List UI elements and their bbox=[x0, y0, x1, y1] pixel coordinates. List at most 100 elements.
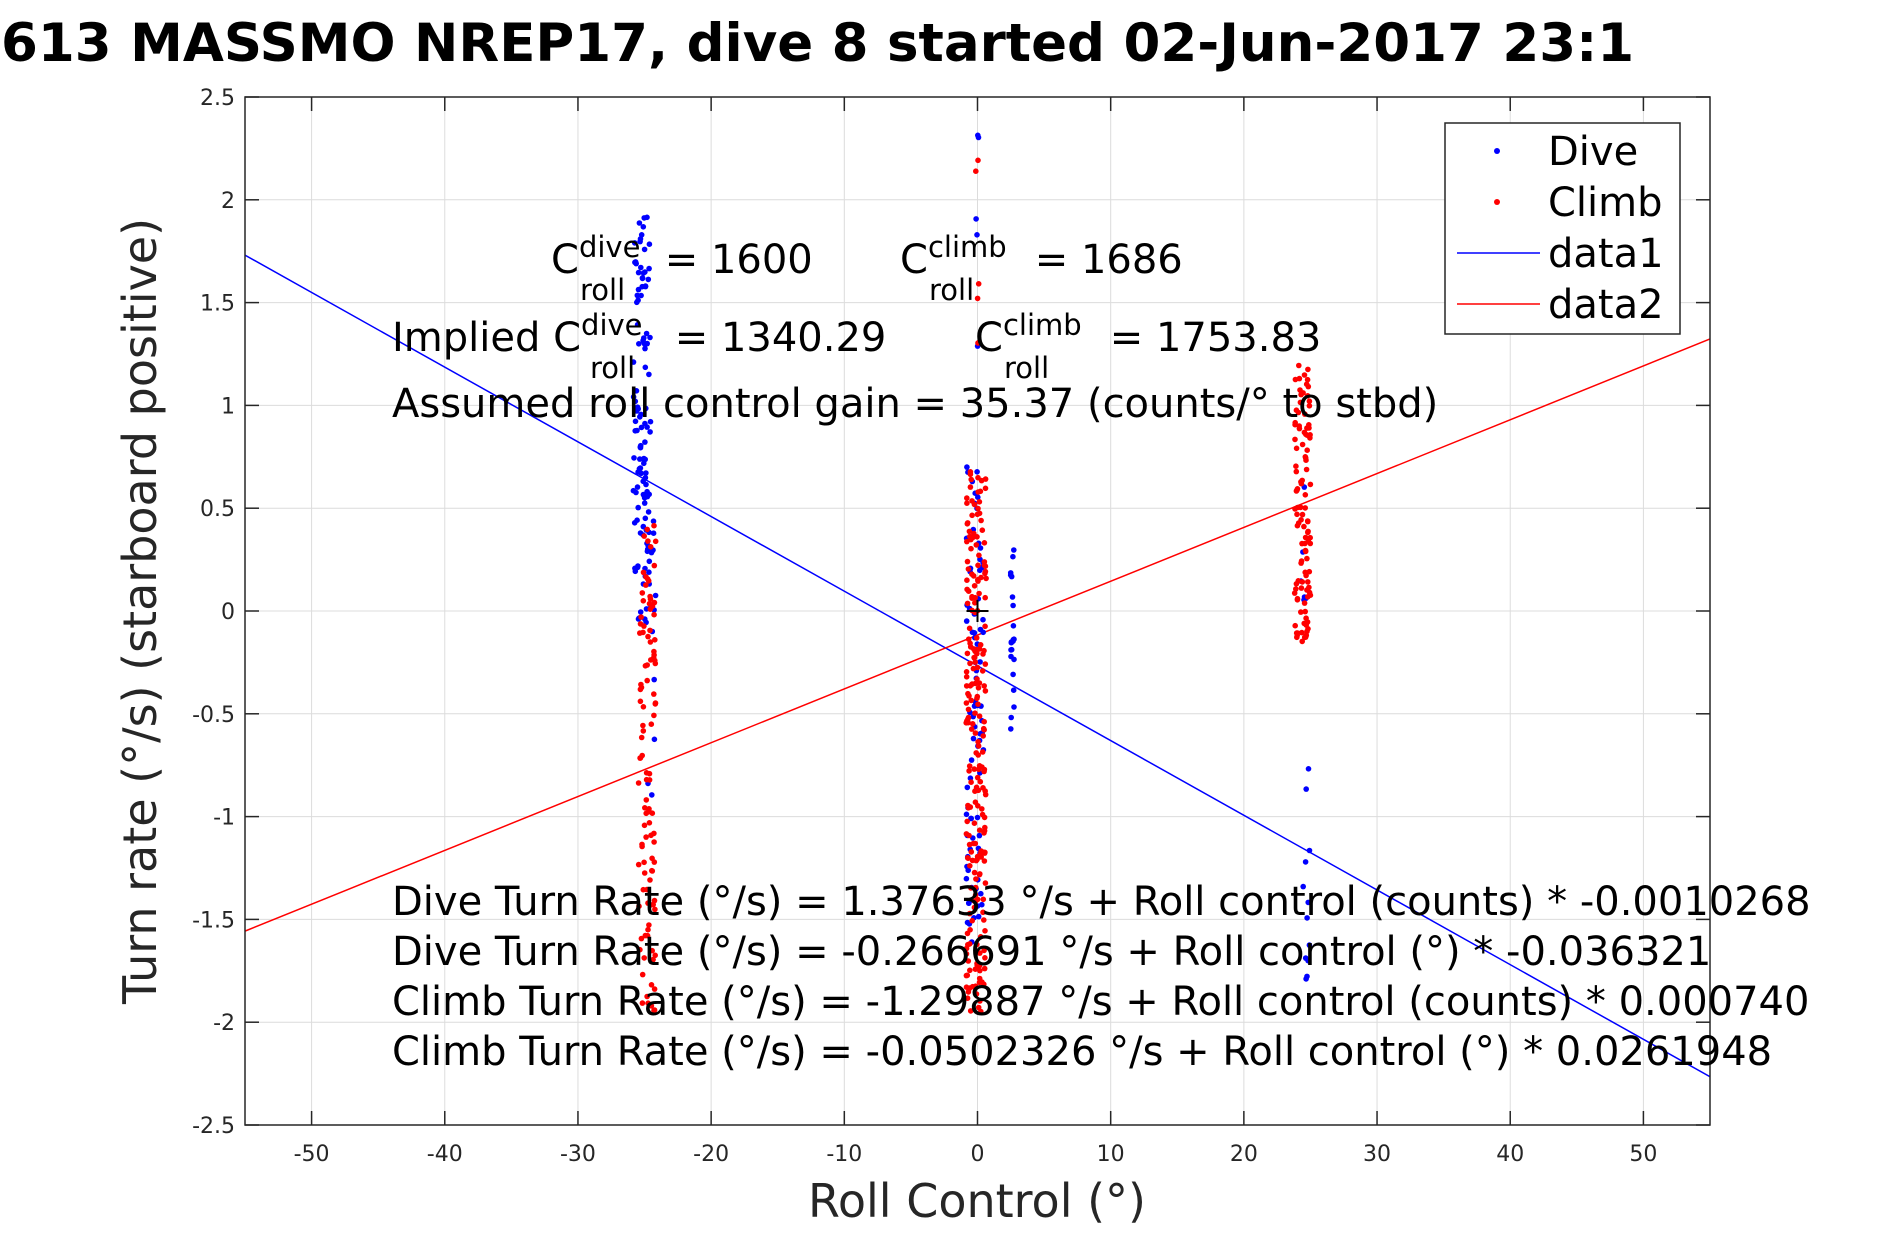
point-climb bbox=[982, 955, 988, 961]
point-climb bbox=[640, 569, 647, 576]
point-climb bbox=[643, 582, 649, 588]
point-climb bbox=[648, 1003, 655, 1009]
point-climb bbox=[966, 763, 973, 769]
point-climb bbox=[643, 770, 650, 776]
point-climb bbox=[1292, 622, 1298, 629]
point-climb bbox=[970, 840, 977, 847]
point-climb bbox=[649, 855, 655, 862]
point-climb bbox=[648, 832, 654, 839]
point-climb bbox=[972, 600, 978, 606]
point-climb bbox=[1294, 634, 1300, 641]
point-climb bbox=[651, 986, 658, 992]
point-climb bbox=[964, 500, 970, 507]
point-climb bbox=[969, 917, 975, 924]
point-climb bbox=[969, 498, 975, 504]
point-climb bbox=[651, 522, 657, 529]
point-climb bbox=[964, 818, 970, 825]
point-climb bbox=[641, 822, 648, 829]
point-climb bbox=[646, 600, 653, 607]
point-climb bbox=[651, 897, 658, 904]
legend-dive-marker bbox=[1494, 148, 1500, 154]
point-climb bbox=[981, 562, 988, 569]
point-dive bbox=[642, 439, 648, 445]
point-climb bbox=[971, 654, 977, 661]
y-tick-label: 2 bbox=[221, 189, 235, 214]
point-dive bbox=[1300, 883, 1306, 890]
point-dive bbox=[645, 509, 652, 515]
equation-climb-degrees: Climb Turn Rate (°/s) = -0.0502326 °/s +… bbox=[392, 1029, 1772, 1075]
point-climb bbox=[635, 861, 642, 868]
point-climb bbox=[639, 590, 646, 596]
data-points bbox=[630, 132, 1314, 1015]
point-dive bbox=[646, 558, 653, 565]
point-climb bbox=[651, 691, 657, 697]
point-climb bbox=[975, 685, 982, 691]
point-climb bbox=[975, 157, 981, 164]
point-climb bbox=[1294, 511, 1300, 518]
point-dive bbox=[963, 875, 970, 882]
point-climb bbox=[650, 655, 657, 661]
point-dive bbox=[635, 406, 641, 412]
point-climb bbox=[647, 627, 653, 634]
point-dive bbox=[652, 592, 659, 599]
point-climb bbox=[967, 660, 973, 667]
point-dive bbox=[631, 455, 637, 461]
point-climb bbox=[1294, 522, 1301, 529]
y-tick-label: -2.5 bbox=[192, 1114, 235, 1139]
point-climb bbox=[651, 839, 657, 845]
point-climb bbox=[651, 648, 657, 655]
point-climb bbox=[964, 972, 971, 979]
point-dive bbox=[634, 484, 641, 490]
point-climb bbox=[641, 859, 647, 866]
point-climb bbox=[644, 677, 650, 684]
point-climb bbox=[649, 947, 655, 954]
point-dive bbox=[975, 913, 982, 920]
point-dive bbox=[635, 286, 642, 293]
y-axis-label: Turn rate (°/s) (starboard positive) bbox=[113, 218, 167, 1005]
point-dive bbox=[636, 220, 643, 226]
point-climb bbox=[639, 971, 646, 978]
point-climb bbox=[652, 538, 659, 545]
point-climb bbox=[643, 797, 650, 803]
point-dive bbox=[974, 814, 981, 821]
point-climb bbox=[643, 810, 649, 817]
point-climb bbox=[965, 958, 972, 964]
point-climb bbox=[965, 636, 972, 642]
point-climb bbox=[982, 688, 989, 694]
point-dive bbox=[647, 429, 653, 435]
point-dive bbox=[637, 465, 644, 471]
point-climb bbox=[976, 552, 982, 559]
point-dive bbox=[1010, 638, 1016, 644]
point-climb bbox=[1296, 362, 1302, 369]
x-tick-label: 0 bbox=[971, 1142, 985, 1167]
point-dive bbox=[641, 455, 647, 462]
point-climb bbox=[1305, 537, 1312, 544]
point-climb bbox=[969, 721, 976, 727]
legend-dive-label: Dive bbox=[1548, 129, 1638, 175]
point-climb bbox=[982, 791, 989, 798]
point-dive bbox=[1011, 547, 1017, 553]
point-climb bbox=[1296, 375, 1303, 382]
point-climb bbox=[1297, 504, 1304, 511]
point-dive bbox=[650, 518, 657, 524]
point-climb bbox=[642, 663, 649, 669]
point-climb bbox=[1304, 555, 1310, 562]
point-dive bbox=[650, 530, 657, 536]
equation-dive-counts: Dive Turn Rate (°/s) = 1.37633 °/s + Rol… bbox=[392, 879, 1811, 925]
point-climb bbox=[651, 611, 657, 618]
point-climb bbox=[639, 1000, 646, 1006]
point-dive bbox=[1303, 786, 1309, 792]
point-climb bbox=[967, 1008, 974, 1014]
point-dive bbox=[1010, 687, 1017, 693]
point-dive bbox=[977, 545, 984, 551]
point-dive bbox=[968, 815, 974, 822]
point-climb bbox=[1302, 547, 1309, 554]
point-dive bbox=[1302, 859, 1309, 865]
point-climb bbox=[982, 824, 988, 831]
point-climb bbox=[971, 820, 978, 826]
gain-annotation: Assumed roll control gain = 35.37 (count… bbox=[392, 381, 1438, 427]
point-dive bbox=[641, 460, 647, 467]
point-climb bbox=[1293, 463, 1299, 470]
point-climb bbox=[981, 858, 988, 864]
point-climb bbox=[981, 917, 987, 923]
